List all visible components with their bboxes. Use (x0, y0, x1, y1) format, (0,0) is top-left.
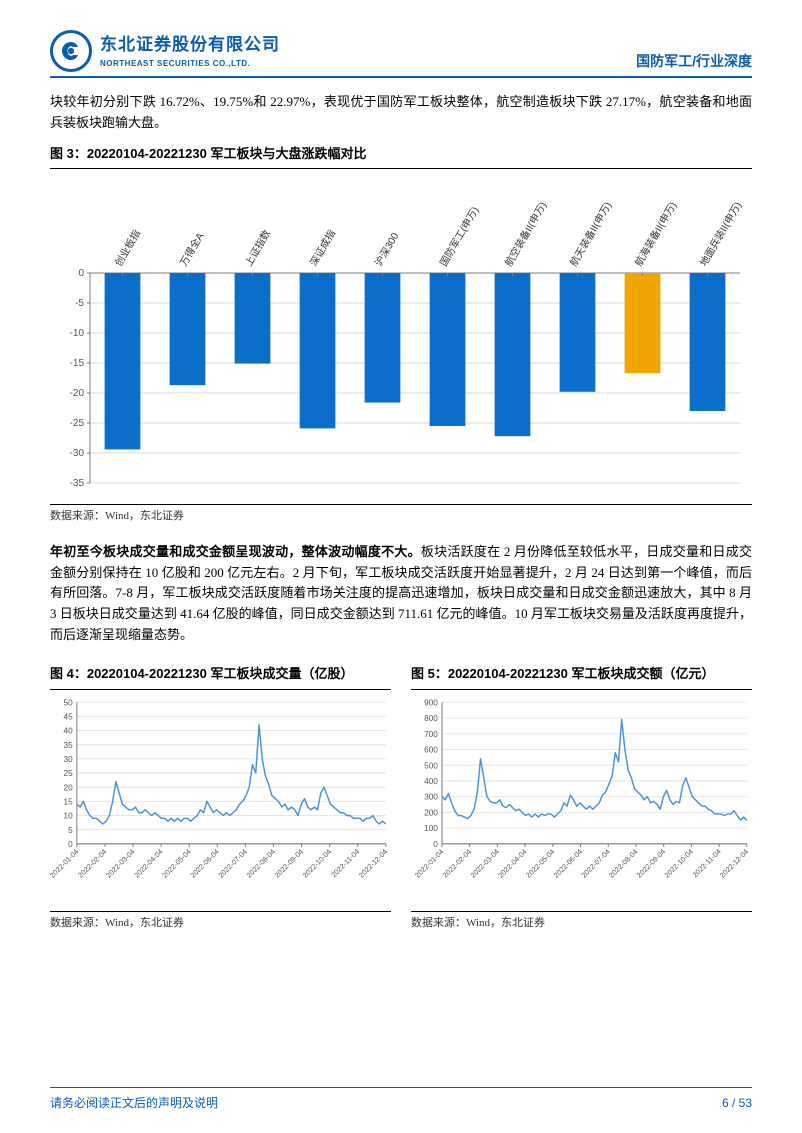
svg-text:航天装备II(申万): 航天装备II(申万) (567, 200, 614, 269)
mid-paragraph-bold: 年初至今板块成交量和成交金额呈现波动，整体波动幅度不大。 (50, 544, 421, 559)
svg-text:2022-11-04: 2022-11-04 (329, 847, 361, 879)
svg-text:2022-03-04: 2022-03-04 (468, 847, 500, 879)
company-logo-icon (50, 30, 92, 72)
page-footer: 请务必阅读正文后的声明及说明 6 / 53 (50, 1087, 752, 1113)
fig5-chart: 01002003004005006007008009002022-01-0420… (411, 694, 752, 907)
svg-text:上证指数: 上证指数 (242, 228, 273, 269)
fig3-source: 数据来源：Wind，东北证券 (50, 504, 752, 526)
svg-text:2022-08-04: 2022-08-04 (607, 847, 639, 879)
svg-text:0: 0 (78, 268, 84, 279)
svg-text:200: 200 (424, 808, 438, 817)
fig3-title: 图 3：20220104-20221230 军工板块与大盘涨跌幅对比 (50, 144, 752, 170)
fig4-chart: 051015202530354045502022-01-042022-02-04… (50, 694, 391, 907)
svg-text:2022-09-04: 2022-09-04 (635, 847, 667, 879)
fig4-source: 数据来源：Wind，东北证券 (50, 911, 391, 933)
svg-text:2022-10-04: 2022-10-04 (301, 847, 333, 879)
svg-text:2022-10-04: 2022-10-04 (662, 847, 694, 879)
svg-text:2022-08-04: 2022-08-04 (244, 847, 276, 879)
svg-text:2022-09-04: 2022-09-04 (273, 847, 305, 879)
svg-text:10: 10 (64, 811, 74, 820)
svg-text:25: 25 (64, 769, 74, 778)
svg-text:-15: -15 (70, 358, 85, 369)
svg-text:2022-06-04: 2022-06-04 (552, 847, 584, 879)
svg-text:2022-02-04: 2022-02-04 (76, 847, 108, 879)
svg-text:2022-06-04: 2022-06-04 (188, 847, 220, 879)
svg-text:2022-07-04: 2022-07-04 (216, 847, 248, 879)
svg-text:2022-02-04: 2022-02-04 (441, 847, 473, 879)
svg-text:2022-12-04: 2022-12-04 (357, 847, 389, 879)
svg-text:沪深300: 沪深300 (372, 230, 402, 269)
company-logo-block: 东北证券股份有限公司 NORTHEAST SECURITIES CO.,LTD. (50, 30, 280, 72)
svg-text:2022-03-04: 2022-03-04 (104, 847, 136, 879)
svg-text:20: 20 (64, 783, 74, 792)
fig5-title: 图 5：20220104-20221230 军工板块成交额（亿元） (411, 664, 752, 690)
svg-text:900: 900 (424, 698, 438, 707)
svg-text:2022-07-04: 2022-07-04 (579, 847, 611, 879)
svg-text:400: 400 (424, 777, 438, 786)
company-name-cn: 东北证券股份有限公司 (100, 31, 280, 58)
svg-text:-30: -30 (70, 448, 85, 459)
svg-text:40: 40 (64, 726, 74, 735)
svg-text:800: 800 (424, 714, 438, 723)
svg-text:2022-05-04: 2022-05-04 (160, 847, 192, 879)
svg-text:万得全A: 万得全A (177, 230, 207, 269)
company-logo-text: 东北证券股份有限公司 NORTHEAST SECURITIES CO.,LTD. (100, 31, 280, 71)
svg-text:100: 100 (424, 824, 438, 833)
fig4-title: 图 4：20220104-20221230 军工板块成交量（亿股） (50, 664, 391, 690)
svg-text:2022-04-04: 2022-04-04 (132, 847, 164, 879)
svg-text:地面兵装II(申万): 地面兵装II(申万) (697, 200, 744, 269)
footer-page-number: 6 / 53 (722, 1094, 752, 1113)
svg-text:-35: -35 (70, 478, 85, 489)
svg-text:700: 700 (424, 729, 438, 738)
svg-text:国防军工(申万): 国防军工(申万) (437, 205, 482, 269)
svg-text:航空装备II(申万): 航空装备II(申万) (502, 200, 549, 269)
svg-text:500: 500 (424, 761, 438, 770)
header-section-label: 国防军工/行业深度 (636, 50, 752, 72)
svg-text:30: 30 (64, 755, 74, 764)
fig5-source: 数据来源：Wind，东北证券 (411, 911, 752, 933)
svg-text:15: 15 (64, 797, 74, 806)
svg-text:-25: -25 (70, 418, 85, 429)
svg-text:5: 5 (68, 825, 73, 834)
svg-text:45: 45 (64, 712, 74, 721)
svg-text:35: 35 (64, 740, 74, 749)
svg-text:2022-01-04: 2022-01-04 (50, 847, 80, 879)
intro-paragraph: 块较年初分别下跌 16.72%、19.75%和 22.97%，表现优于国防军工板… (50, 92, 752, 134)
svg-text:-10: -10 (70, 328, 85, 339)
svg-text:2022-12-04: 2022-12-04 (718, 847, 750, 879)
svg-text:深证成指: 深证成指 (307, 228, 338, 269)
company-name-en: NORTHEAST SECURITIES CO.,LTD. (100, 58, 280, 71)
svg-text:2022-04-04: 2022-04-04 (496, 847, 528, 879)
svg-text:创业板指: 创业板指 (112, 228, 143, 269)
mid-paragraph: 年初至今板块成交量和成交金额呈现波动，整体波动幅度不大。板块活跃度在 2 月份降… (50, 542, 752, 646)
svg-text:-20: -20 (70, 388, 85, 399)
svg-text:600: 600 (424, 745, 438, 754)
svg-text:50: 50 (64, 698, 74, 707)
svg-text:300: 300 (424, 792, 438, 801)
svg-text:航海装备II(申万): 航海装备II(申万) (632, 200, 679, 269)
svg-text:2022-05-04: 2022-05-04 (524, 847, 556, 879)
svg-text:2022-01-04: 2022-01-04 (413, 847, 445, 879)
svg-text:-5: -5 (75, 298, 84, 309)
fig3-chart: -35 -30 -25 -20 -15 -10 -5 0 创业板指 万得全A 上证指数 深证成指 沪深3… (50, 173, 752, 500)
footer-disclaimer: 请务必阅读正文后的声明及说明 (50, 1094, 218, 1113)
page-header: 东北证券股份有限公司 NORTHEAST SECURITIES CO.,LTD.… (50, 30, 752, 78)
